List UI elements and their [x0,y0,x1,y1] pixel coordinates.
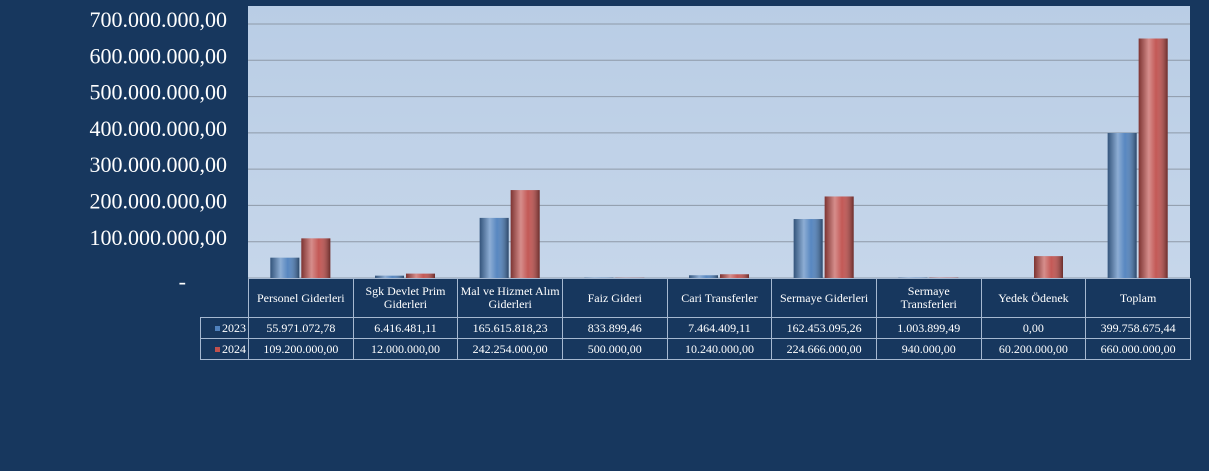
legend-label: 2023 [222,320,246,335]
bar-shade [689,275,718,278]
value-label: 162.453.095,26 [771,317,877,339]
value-label: 7.464.409,11 [666,317,773,339]
value-label: 660.000.000,00 [1085,338,1191,360]
y-tick-label: 500.000.000,00 [90,80,228,105]
x-tick-label: Faiz Gideri [561,278,668,318]
y-tick-label: 700.000.000,00 [90,7,228,32]
empty-cell [201,279,249,318]
series-row: 2024 109.200.000,00 12.000.000,00 242.254.0… [200,338,1191,360]
x-tick-label: Mal ve Hizmet Alım Giderleri [457,278,563,318]
x-tick-label: Sermaye Giderleri [771,278,877,318]
legend-swatch [215,326,220,332]
header-row: Personel Giderleri Sgk Devlet Prim Giderl… [201,278,1191,318]
value-label: 60.200.000,00 [980,338,1087,360]
x-tick-label: Cari Transferler [666,278,773,318]
legend-label: 2024 [222,341,246,356]
bar-shade [720,274,749,278]
y-tick-label: 400.000.000,00 [90,116,228,141]
value-label: 399.758.675,44 [1085,317,1191,339]
bar-shade [406,273,435,278]
value-label: 109.200.000,00 [248,338,354,360]
bar-shade [510,190,540,278]
value-label: 1.003.899,49 [875,317,982,339]
y-tick-label: - [179,269,186,294]
value-label: 833.899,46 [561,317,668,339]
plot-area [248,6,1190,278]
x-tick-label: Toplam [1085,278,1191,318]
x-tick-label: Yedek Ödenek [980,278,1087,318]
bar-shade [1107,132,1137,278]
bar-shade [793,219,823,278]
value-label: 224.666.000,00 [771,338,877,360]
legend-entry: 2024 [200,338,249,360]
y-tick-label: 100.000.000,00 [90,225,228,250]
value-label: 242.254.000,00 [457,338,563,360]
value-label: 500.000,00 [561,338,668,360]
value-label: 10.240.000,00 [666,338,773,360]
value-label: 55.971.072,78 [248,317,354,339]
data-table: Personel Giderleri Sgk Devlet Prim Giderl… [200,278,1191,360]
x-tick-label: Personel Giderleri [248,278,354,318]
y-tick-label: 600.000.000,00 [90,43,228,68]
legend-entry: 2023 [200,317,249,339]
y-tick-label: 200.000.000,00 [90,188,228,213]
value-label: 940.000,00 [875,338,982,360]
y-tick-label: 300.000.000,00 [90,152,228,177]
x-tick-label: Sermaye Transferleri [875,278,982,318]
bar-shade [375,275,404,278]
legend-swatch [215,347,220,353]
value-label: 6.416.481,11 [352,317,459,339]
series-row: 2023 55.971.072,78 6.416.481,11 165.615.818… [200,317,1191,339]
value-label: 165.615.818,23 [457,317,563,339]
bar-shade [1034,256,1063,278]
bar-shade [824,196,854,278]
bar-shade [1138,38,1168,279]
bar-shade [301,238,331,278]
value-label: 12.000.000,00 [352,338,459,360]
bar-shade [270,257,300,278]
x-tick-label: Sgk Devlet Prim Giderleri [352,278,459,318]
value-label: 0,00 [980,317,1087,339]
bar-shade [479,217,509,278]
